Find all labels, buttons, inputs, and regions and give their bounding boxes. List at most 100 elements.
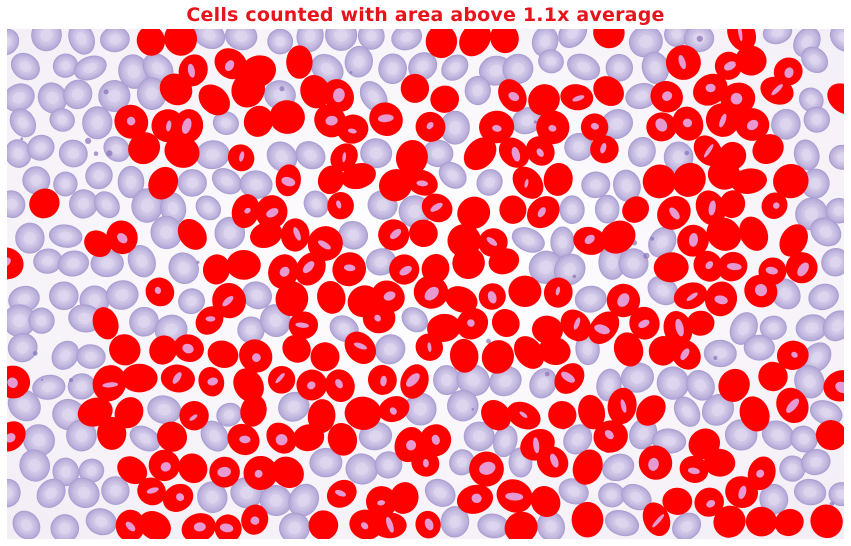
- blood-smear-svg: [7, 29, 844, 539]
- platelet-speck: [696, 35, 703, 42]
- normal-cell: [266, 141, 298, 172]
- normal-cell: [795, 314, 829, 342]
- highlighted-cell: [648, 336, 678, 366]
- highlighted-cell: [662, 487, 693, 515]
- highlighted-cell: [704, 281, 738, 317]
- highlighted-cell: [739, 216, 769, 251]
- highlighted-cell: [378, 396, 410, 423]
- highlighted-cell: [121, 363, 158, 393]
- normal-cell: [620, 362, 654, 393]
- highlighted-cell: [344, 396, 382, 431]
- highlighted-cell: [679, 455, 709, 484]
- normal-cell: [19, 449, 51, 482]
- normal-cell: [15, 222, 45, 254]
- highlighted-cell: [636, 395, 666, 426]
- highlighted-cell: [344, 331, 376, 365]
- highlighted-cell: [296, 369, 328, 401]
- highlighted-cell: [425, 29, 458, 59]
- platelet-speck: [69, 378, 73, 383]
- normal-cell: [810, 217, 842, 247]
- highlighted-cell: [226, 249, 261, 280]
- highlighted-cell: [327, 422, 358, 456]
- normal-cell: [360, 138, 393, 169]
- highlighted-cell: [452, 246, 485, 279]
- highlighted-cell: [490, 29, 519, 54]
- normal-cell: [602, 453, 635, 482]
- normal-cell: [211, 168, 242, 195]
- normal-cell: [82, 106, 113, 140]
- normal-cell: [604, 509, 640, 537]
- highlighted-cell: [300, 75, 331, 109]
- normal-cell: [447, 389, 479, 422]
- highlighted-cell: [600, 220, 636, 254]
- highlighted-cell: [761, 192, 788, 219]
- normal-cell: [441, 54, 469, 81]
- normal-cell: [374, 451, 403, 479]
- highlighted-cell: [181, 513, 216, 539]
- platelet-speck: [544, 371, 550, 377]
- highlighted-cell: [512, 166, 544, 199]
- normal-cell: [558, 29, 588, 48]
- normal-cell: [759, 483, 789, 515]
- highlighted-cell: [413, 275, 449, 309]
- highlighted-cell: [706, 217, 742, 251]
- normal-cell: [68, 477, 100, 509]
- normal-cell: [449, 449, 475, 476]
- highlighted-cell: [209, 456, 240, 488]
- normal-cell: [73, 55, 107, 81]
- normal-cell: [729, 312, 758, 345]
- highlighted-cell: [496, 479, 533, 513]
- platelet-speck: [20, 137, 24, 141]
- highlighted-cells-layer: [7, 29, 844, 539]
- normal-cell: [574, 285, 607, 313]
- normal-cell: [177, 169, 207, 197]
- highlighted-cell: [29, 188, 60, 219]
- highlighted-cell: [752, 134, 784, 165]
- highlighted-cell: [731, 168, 767, 194]
- highlighted-cell: [164, 29, 198, 56]
- normal-cell: [493, 425, 518, 458]
- highlighted-cell: [389, 254, 420, 285]
- highlighted-cell: [145, 277, 175, 307]
- platelet-speck: [279, 86, 285, 92]
- platelet-speck: [103, 89, 109, 95]
- normal-cell: [374, 334, 406, 365]
- highlighted-cell: [349, 509, 383, 539]
- normal-cell: [600, 109, 634, 140]
- highlighted-cell: [481, 340, 514, 374]
- highlighted-cell: [323, 79, 354, 112]
- normal-cell: [288, 483, 320, 517]
- highlighted-cell: [173, 334, 204, 363]
- highlighted-cell: [572, 449, 603, 485]
- highlighted-cell: [677, 224, 709, 257]
- highlighted-cell: [776, 340, 809, 370]
- normal-cell: [52, 457, 80, 487]
- highlighted-cell: [366, 486, 398, 518]
- highlighted-cell: [378, 219, 410, 251]
- normal-cell: [69, 189, 98, 219]
- normal-cell: [422, 139, 454, 168]
- highlighted-cell: [117, 456, 148, 485]
- highlighted-cell: [241, 504, 269, 535]
- normal-cell: [68, 29, 95, 55]
- highlighted-cell: [536, 446, 569, 478]
- normal-cell: [93, 191, 120, 219]
- normal-cell: [7, 332, 38, 363]
- highlighted-cell: [231, 194, 260, 229]
- highlighted-cell: [671, 339, 701, 370]
- normal-cell: [49, 281, 79, 311]
- platelet-speck: [349, 71, 353, 74]
- highlighted-cell: [665, 45, 701, 80]
- normal-cell: [117, 165, 145, 199]
- highlighted-cell: [327, 192, 354, 220]
- highlighted-cell: [607, 387, 637, 425]
- highlighted-cell: [573, 226, 607, 255]
- highlighted-cell: [672, 162, 706, 197]
- highlighted-cell: [815, 420, 844, 451]
- highlighted-cell: [760, 76, 794, 105]
- highlighted-cell: [271, 456, 304, 489]
- highlighted-cell: [703, 448, 736, 477]
- normal-cell: [195, 195, 222, 221]
- normal-cell: [23, 424, 55, 457]
